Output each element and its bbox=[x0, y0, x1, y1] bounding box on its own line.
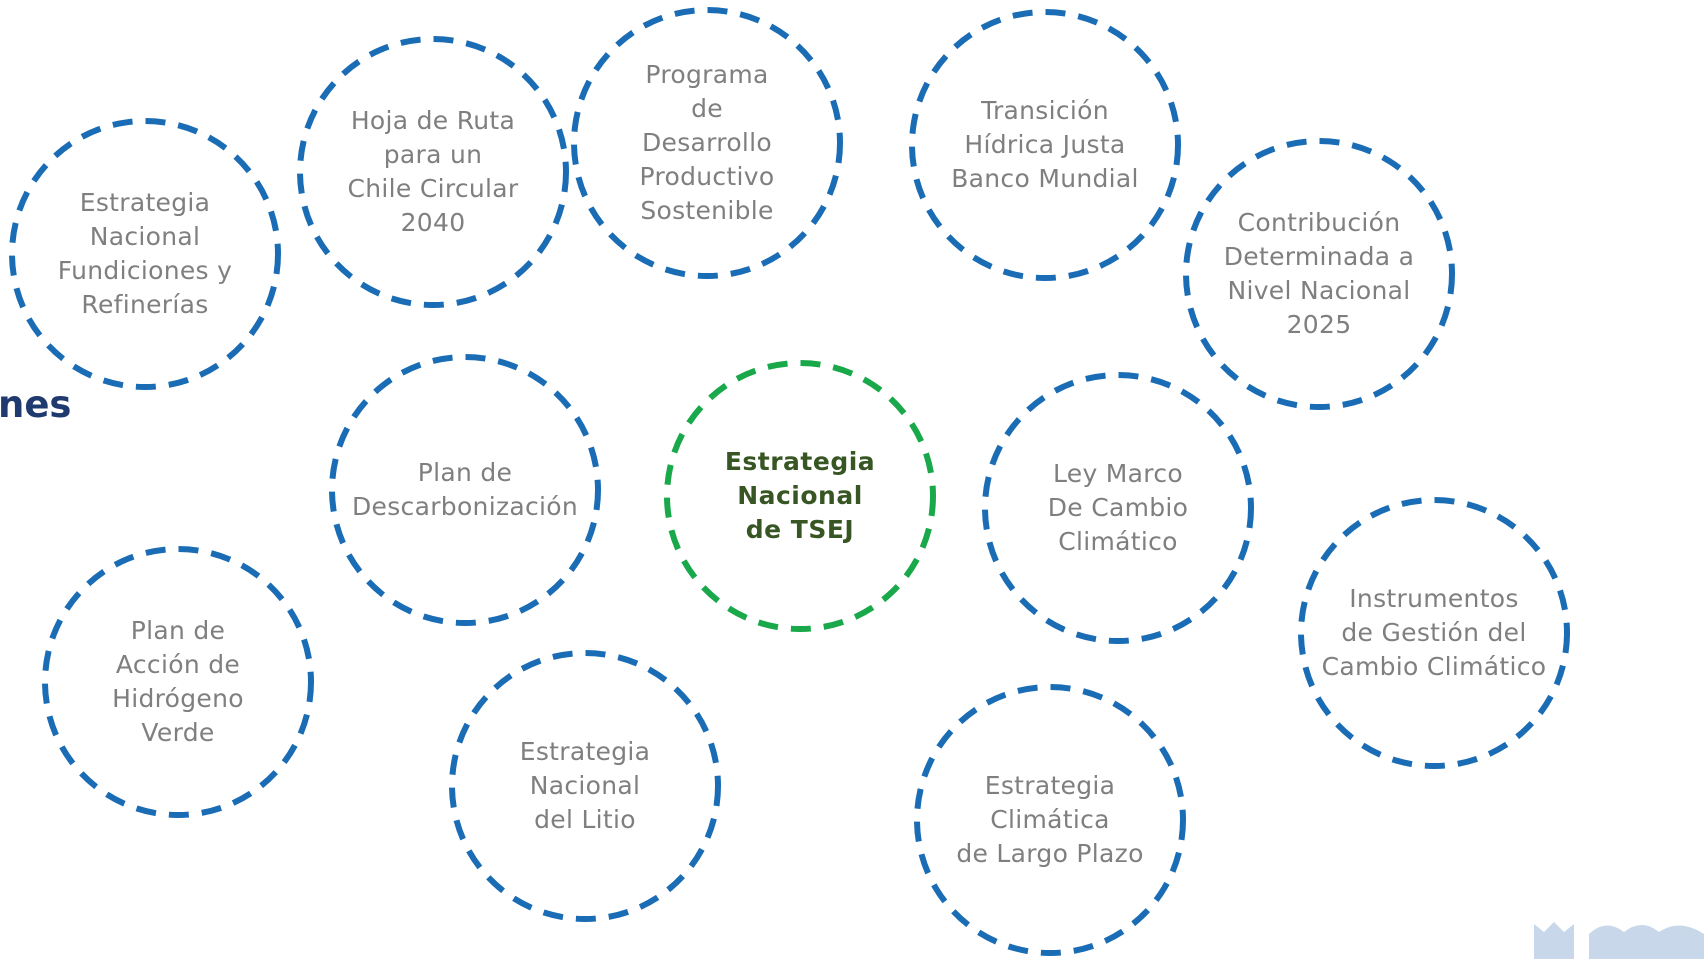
node-label-hoja-ruta: Hoja de Ruta para un Chile Circular 2040 bbox=[347, 106, 519, 237]
ring-largo-plazo bbox=[914, 684, 1186, 956]
ring-descarbonizacion bbox=[329, 354, 601, 626]
ring-hidrogeno bbox=[42, 546, 314, 818]
logo-icon bbox=[1534, 922, 1704, 959]
ring-ley-marco bbox=[982, 372, 1254, 644]
node-label-litio: Estrategia Nacional del Litio bbox=[519, 737, 651, 834]
node-label-hidrogeno: Plan de Acción de Hidrógeno Verde bbox=[112, 616, 244, 747]
node-label-fundiciones: Estrategia Nacional Fundiciones y Refine… bbox=[57, 188, 233, 319]
ring-litio bbox=[449, 650, 721, 922]
ring-instrumentos bbox=[1298, 497, 1570, 769]
ring-tsej bbox=[664, 360, 936, 632]
node-label-descarbonizacion: Plan de Descarbonización bbox=[351, 458, 579, 521]
ring-fundiciones bbox=[9, 118, 281, 390]
node-label-tsej: Estrategia Nacional de TSEJ bbox=[724, 447, 876, 544]
node-label-programa: Programa de Desarrollo Productivo Sosten… bbox=[639, 60, 775, 225]
ring-transicion bbox=[909, 9, 1181, 281]
node-label-transicion: Transición Hídrica Justa Banco Mundial bbox=[951, 96, 1139, 193]
ring-contribucion bbox=[1183, 138, 1455, 410]
node-label-contribucion: Contribución Determinada a Nivel Naciona… bbox=[1223, 208, 1415, 339]
side-heading: nes bbox=[0, 383, 72, 426]
node-label-instrumentos: Instrumentos de Gestión del Cambio Climá… bbox=[1321, 584, 1547, 681]
ring-hoja-ruta bbox=[297, 36, 569, 308]
ring-programa bbox=[571, 7, 843, 279]
node-label-ley-marco: Ley Marco De Cambio Climático bbox=[1047, 459, 1189, 556]
node-label-largo-plazo: Estrategia Climática de Largo Plazo bbox=[956, 771, 1144, 868]
